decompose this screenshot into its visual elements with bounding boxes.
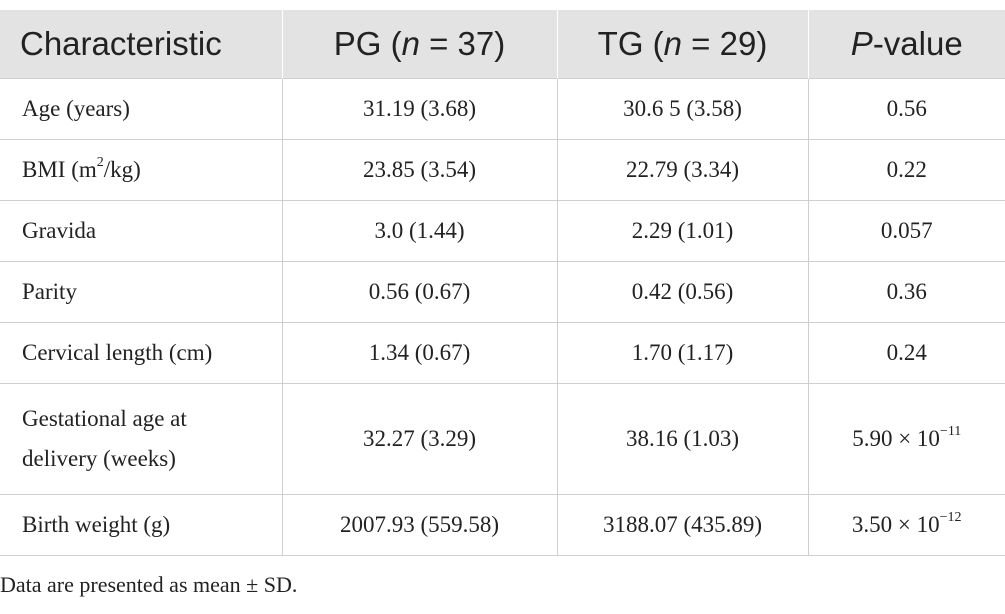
table-row: Birth weight (g) 2007.93 (559.58) 3188.0… bbox=[0, 494, 1005, 556]
table-row: Gestational age at delivery (weeks) 32.2… bbox=[0, 383, 1005, 495]
cell-characteristic: Parity bbox=[0, 261, 282, 323]
cell-tg: 30.6 5 (3.58) bbox=[556, 78, 808, 140]
cell-tg: 0.42 (0.56) bbox=[556, 261, 808, 323]
cell-p-value: 0.22 bbox=[807, 139, 1005, 201]
cell-p-value: 0.36 bbox=[807, 261, 1005, 323]
cell-characteristic: Birth weight (g) bbox=[0, 494, 282, 556]
cell-tg: 38.16 (1.03) bbox=[556, 383, 808, 495]
cell-pg: 32.27 (3.29) bbox=[281, 383, 557, 495]
cell-pg: 23.85 (3.54) bbox=[281, 139, 557, 201]
table-row: Cervical length (cm) 1.34 (0.67) 1.70 (1… bbox=[0, 322, 1005, 384]
cell-tg: 1.70 (1.17) bbox=[556, 322, 808, 384]
cell-characteristic: Gravida bbox=[0, 200, 282, 262]
header-pg: PG (n = 37) bbox=[281, 10, 557, 79]
cell-characteristic: Gestational age at delivery (weeks) bbox=[0, 383, 282, 495]
cell-pg: 31.19 (3.68) bbox=[281, 78, 557, 140]
table-row: Age (years) 31.19 (3.68) 30.6 5 (3.58) 0… bbox=[0, 78, 1005, 140]
cell-characteristic: Cervical length (cm) bbox=[0, 322, 282, 384]
cell-characteristic: Age (years) bbox=[0, 78, 282, 140]
table-header-row: Characteristic PG (n = 37) TG (n = 29) P… bbox=[0, 10, 1005, 79]
cell-tg: 22.79 (3.34) bbox=[556, 139, 808, 201]
cell-tg: 3188.07 (435.89) bbox=[556, 494, 808, 556]
cell-tg: 2.29 (1.01) bbox=[556, 200, 808, 262]
cell-p-value: 0.24 bbox=[807, 322, 1005, 384]
cell-pg: 3.0 (1.44) bbox=[281, 200, 557, 262]
cell-p-value: 0.057 bbox=[807, 200, 1005, 262]
header-tg: TG (n = 29) bbox=[556, 10, 808, 79]
characteristics-table: Characteristic PG (n = 37) TG (n = 29) P… bbox=[0, 10, 1005, 556]
table-row: Parity 0.56 (0.67) 0.42 (0.56) 0.36 bbox=[0, 261, 1005, 323]
cell-p-value: 5.90 × 10−11 bbox=[807, 383, 1005, 495]
cell-p-value: 0.56 bbox=[807, 78, 1005, 140]
cell-characteristic: BMI (m2/kg) bbox=[0, 139, 282, 201]
table-footnote: Data are presented as mean ± SD. bbox=[0, 572, 298, 597]
header-p-value: P-value bbox=[807, 10, 1005, 79]
table-row: Gravida 3.0 (1.44) 2.29 (1.01) 0.057 bbox=[0, 200, 1005, 262]
header-characteristic: Characteristic bbox=[0, 10, 282, 79]
cell-pg: 1.34 (0.67) bbox=[281, 322, 557, 384]
table-row: BMI (m2/kg) 23.85 (3.54) 22.79 (3.34) 0.… bbox=[0, 139, 1005, 201]
cell-pg: 0.56 (0.67) bbox=[281, 261, 557, 323]
cell-pg: 2007.93 (559.58) bbox=[281, 494, 557, 556]
cell-p-value: 3.50 × 10−12 bbox=[807, 494, 1005, 556]
